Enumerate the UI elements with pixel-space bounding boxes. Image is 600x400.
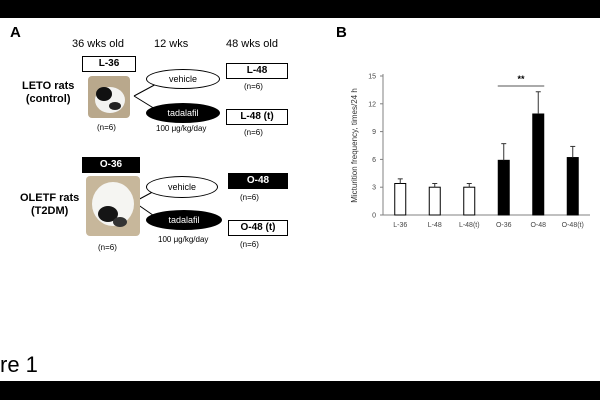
oletf-group-label: OLETF rats (T2DM) [20,192,79,218]
oletf-group-line2: (T2DM) [31,205,69,217]
y-axis-label: Micturition frequency, times/24 h [350,88,359,203]
leto-vehicle-ellipse: vehicle [146,69,220,89]
figure-caption: re 1 [0,352,38,377]
bar-L-36 [394,182,407,216]
leto-n-tadalafil: (n=6) [244,128,263,137]
leto-tadalafil-ellipse: tadalafil [146,103,220,123]
panel-b-letter: B [336,24,347,41]
oletf-n-tadalafil: (n=6) [240,240,259,249]
oletf-n-start: (n=6) [98,243,117,252]
y-tick-label-0: 0 [372,213,376,220]
leto-n-start: (n=6) [97,123,116,132]
header-48-wks: 48 wks old [226,38,278,50]
header-12-wks: 12 wks [154,38,189,50]
significance-label: ** [517,74,525,84]
oletf-rat-photo [86,176,140,236]
y-tick-label-5: 15 [368,74,376,81]
y-tick-label-3: 9 [372,129,376,136]
y-tick-label-4: 12 [368,101,376,108]
bar-O-48 [532,113,545,216]
oletf-tadalafil-ellipse: tadalafil [146,210,222,230]
x-tick-label-L-48(t): L-48(t) [459,222,480,229]
box-o48t: O-48 (t) [228,220,288,236]
leto-group-label: LETO rats (control) [22,80,74,106]
box-l48t: L-48 (t) [226,109,288,125]
bottom-black-band [0,381,600,400]
oletf-vehicle-ellipse: vehicle [146,176,218,198]
oletf-group-line1: OLETF rats [20,192,80,204]
oletf-dose: 100 μg/kg/day [158,235,209,244]
x-tick-label-O-48(t): O-48(t) [562,222,584,229]
x-tick-label-L-48: L-48 [428,222,442,229]
header-36-wks: 36 wks old [72,38,124,50]
y-tick-label-1: 3 [372,185,376,192]
bar-O-36 [497,159,510,216]
panel-a-letter: A [10,24,21,41]
x-tick-label-L-36: L-36 [393,222,407,229]
chart-labels: 0 3 6 9 12 15 Micturition frequency, times/24 … [350,74,584,230]
x-tick-label-O-36: O-36 [496,222,512,229]
leto-n-vehicle: (n=6) [244,82,263,91]
box-o36: O-36 [82,157,140,173]
chart-bars [394,85,579,216]
bar-O-48(t) [566,157,579,216]
leto-rat-image [95,87,125,113]
box-l36: L-36 [82,56,136,72]
oletf-rat-image [92,182,134,227]
leto-dose: 100 μg/kg/day [156,124,207,133]
top-black-band [0,0,600,18]
oletf-n-vehicle: (n=6) [240,193,259,202]
leto-rat-photo [88,76,130,118]
bar-L-48 [428,186,441,216]
box-o48: O-48 [228,173,288,189]
bar-chart: 0 3 6 9 12 15 Micturition frequency, times/24 … [350,74,590,230]
leto-group-line1: LETO rats [22,80,75,92]
y-tick-label-2: 6 [372,157,376,164]
bar-L-48(t) [463,186,476,216]
box-l48: L-48 [226,63,288,79]
leto-group-line2: (control) [25,93,71,105]
chart-axes [380,74,590,216]
x-tick-label-O-48: O-48 [530,222,546,229]
